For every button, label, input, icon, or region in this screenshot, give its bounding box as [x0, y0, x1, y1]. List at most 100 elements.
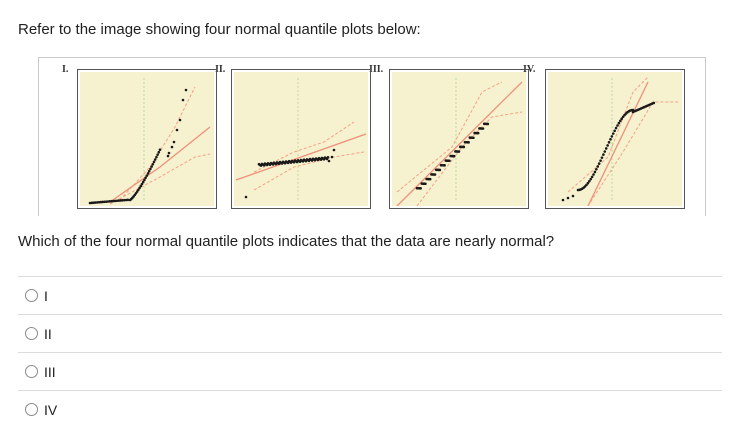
quantile-plot-4 [545, 69, 685, 209]
plot1-point [166, 154, 170, 158]
plot1-point [153, 158, 157, 161]
plot1-point [140, 182, 144, 186]
plot4-point [595, 167, 598, 171]
plot4-point [606, 144, 609, 147]
plot4-point [611, 132, 615, 135]
plot4-point [589, 177, 592, 181]
plot1-point [144, 176, 147, 180]
plot1-point [167, 151, 171, 155]
plot3-point [443, 164, 446, 167]
plot-background [80, 72, 214, 206]
plot1-point [143, 178, 146, 182]
plot4-point [619, 119, 622, 123]
fit-line [587, 81, 649, 206]
plot1-point [126, 198, 130, 202]
plot1-point [139, 184, 143, 188]
plot4-point [585, 183, 588, 187]
plot3-point [486, 122, 490, 126]
plot-background [234, 72, 368, 206]
plot2-point [326, 156, 330, 159]
plot3-point [481, 127, 485, 130]
plot4-point [599, 159, 602, 162]
plot1-point [138, 186, 141, 190]
plot1-point [156, 153, 159, 156]
radio-button-3[interactable] [25, 365, 38, 378]
fit-line [109, 126, 211, 203]
plot2-point [244, 195, 248, 199]
panel-label-4: IV. [523, 64, 536, 75]
option-label-2: II [44, 326, 52, 342]
option-label-4: IV [44, 402, 58, 418]
answer-option-2[interactable]: II [18, 314, 722, 353]
plot1-point [170, 145, 174, 149]
plot4-point [571, 194, 575, 198]
plot1-point [137, 188, 140, 192]
plot1-point [146, 172, 150, 175]
plot1-point [155, 155, 158, 159]
plot4-point [614, 126, 618, 130]
plot3-point [438, 168, 442, 172]
plot4-point [610, 135, 614, 138]
plot4-point [621, 115, 625, 119]
plot4-point [566, 196, 570, 200]
band-upper [119, 86, 196, 201]
radio-button-1[interactable] [25, 289, 38, 302]
plot2-point [327, 159, 331, 163]
plot4-point [586, 181, 590, 185]
panel-label-3: III. [369, 64, 384, 75]
panel-label-2: II. [215, 64, 226, 75]
band-lower [587, 101, 678, 206]
plot4-point [602, 153, 605, 156]
plot1-point [152, 160, 156, 164]
radio-button-4[interactable] [25, 403, 38, 416]
plot4-point [600, 156, 604, 159]
band-upper [396, 81, 503, 193]
plot3-point [433, 173, 437, 176]
plot4-point [652, 101, 656, 105]
plot1-point [158, 148, 162, 151]
plot1-point [147, 169, 151, 173]
fit-line [396, 81, 523, 206]
band-upper [567, 76, 649, 193]
answer-option-1[interactable]: I [18, 276, 722, 315]
plot1-point [149, 167, 152, 171]
quantile-plots-figure: I. II. III. IV. [38, 57, 706, 216]
plot1-point [157, 150, 161, 154]
question-prompt: Refer to the image showing four normal q… [18, 21, 421, 38]
plot3-point [472, 136, 475, 140]
plot3-point [462, 145, 466, 149]
plot1-point [145, 174, 149, 177]
quantile-plot-3 [389, 69, 529, 209]
plot-background [392, 72, 526, 206]
plot4-point [613, 129, 616, 133]
plot4-point [604, 147, 608, 150]
plot4-point [617, 121, 621, 125]
option-label-1: I [44, 288, 48, 304]
band-lower [109, 153, 211, 205]
plot4-point [597, 162, 601, 165]
answer-option-4[interactable]: IV [18, 390, 722, 429]
plot3-point [424, 182, 427, 186]
panel-label-1: I. [62, 64, 69, 75]
plot2-point [330, 155, 334, 159]
plot1-point [175, 128, 179, 132]
plot1-point [181, 98, 185, 102]
plot3-point [428, 177, 432, 181]
plot4-point [592, 173, 595, 176]
plot3-point [476, 131, 480, 135]
question-text: Which of the four normal quantile plots … [18, 233, 555, 250]
plot4-point [603, 150, 607, 153]
answer-option-3[interactable]: III [18, 352, 722, 391]
plot4-point [596, 165, 600, 168]
radio-button-2[interactable] [25, 327, 38, 340]
band-lower [253, 151, 365, 191]
plot3-point [448, 159, 451, 163]
plot4-point [607, 141, 611, 144]
plot1-point [184, 88, 188, 92]
plot4-point [616, 124, 619, 127]
plot4-point [620, 117, 624, 121]
plot3-point [419, 187, 422, 190]
plot1-point [150, 165, 153, 168]
plot4-point [593, 170, 597, 174]
option-label-3: III [44, 364, 56, 380]
